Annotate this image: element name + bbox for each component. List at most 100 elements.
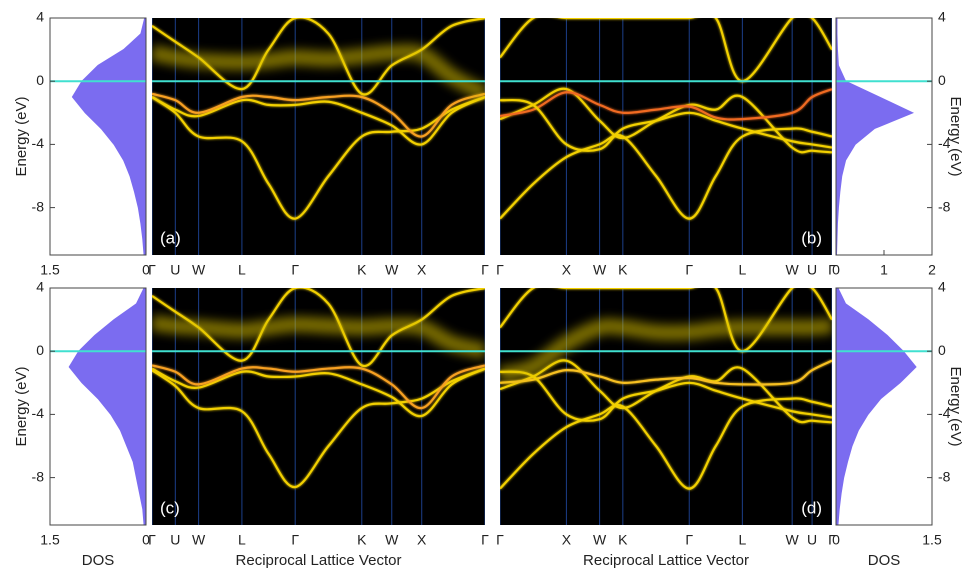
dos-area [836,288,917,525]
y-tick-label: 4 [36,279,44,295]
x-tick-label: X [417,262,427,278]
band-line [500,317,832,383]
x-tick-label: 0 [142,262,150,278]
y-tick-label: 0 [938,342,946,358]
plot-area [68,288,146,525]
plot-frame [835,287,933,526]
x-axis-title: Reciprocal Lattice Vector [236,552,402,569]
x-tick-label: W [593,532,607,548]
x-tick-label: U [170,262,180,278]
y-tick-label: 4 [36,9,44,25]
x-tick-label: L [238,262,246,278]
x-tick-label: Γ [291,262,299,278]
band-line [500,370,832,422]
band-line [500,359,832,424]
x-tick-label: U [170,532,180,548]
y-tick-label: -8 [32,468,45,484]
x-tick-label: Γ [481,262,489,278]
panel-label: (d) [801,498,822,517]
band-line [152,364,485,410]
x-tick-label: K [618,262,628,278]
x-tick-label: Γ [148,532,156,548]
y-tick-label: -8 [32,198,45,214]
plot-area [71,18,146,255]
x-tick-label: 0 [142,532,150,548]
band-line [152,43,485,101]
x-tick-label: W [385,262,399,278]
x-tick-label: U [807,262,817,278]
y-tick-label: -4 [32,405,45,421]
band-line [152,92,485,138]
x-tick-label: Γ [496,532,504,548]
x-tick-label: 1.5 [40,262,60,278]
x-tick-label: 1.5 [40,532,60,548]
x-tick-label: Γ [148,262,156,278]
x-tick-label: W [192,532,206,548]
x-tick-label: K [357,532,367,548]
x-tick-label: 2 [928,262,936,278]
panel: -8 -4 0 4 0 1.5 Energy (eV) DOS [832,279,964,569]
panel: Γ U W L Γ K W X Γ(a) [148,18,489,278]
band-line [500,87,832,154]
x-tick-label: 0 [832,532,840,548]
y-tick-label: 0 [36,72,44,88]
panel: Γ U W L Γ K W X Γ(c)Reciprocal Lattice Vector [148,288,489,569]
band-line [500,98,832,152]
y-tick-label: -4 [938,405,951,421]
x-tick-label: W [786,262,800,278]
plot-frame [49,17,147,256]
panel: -8 -4 0 4 1.5 0 Energy (eV) DOS [13,279,150,569]
panel-label: (a) [160,228,181,247]
band-line [500,359,832,386]
y-tick-label: 4 [938,279,946,295]
x-tick-label: 1 [880,262,888,278]
y-axis-title: Energy (eV) [13,366,30,446]
x-tick-label: W [593,262,607,278]
plot-area [500,288,832,525]
plot-area [152,18,485,255]
x-tick-label: Γ [685,532,693,548]
panel: -8 -4 0 4 1.5 0 Energy (eV) [13,9,150,278]
band-line [152,95,485,220]
x-axis-title: Reciprocal Lattice Vector [583,552,749,569]
y-axis-title: Energy (eV) [947,366,964,446]
x-tick-label: Γ [828,262,836,278]
x-tick-label: U [807,532,817,548]
x-tick-label: Γ [481,532,489,548]
x-tick-label: 0 [832,262,840,278]
plot-area [836,18,915,255]
band-line [152,367,485,418]
x-tick-label: 1.5 [922,532,942,548]
x-tick-label: Γ [496,262,504,278]
x-tick-label: X [562,262,572,278]
y-tick-label: -4 [32,135,45,151]
y-tick-label: -8 [938,198,951,214]
y-tick-label: -8 [938,468,951,484]
plot-area [500,18,832,255]
y-tick-label: 4 [938,9,946,25]
x-tick-label: L [238,532,246,548]
x-axis-title: DOS [868,552,901,569]
x-tick-label: X [417,532,427,548]
band-line [500,397,832,490]
dos-area [836,18,915,255]
dos-area [71,18,146,255]
x-tick-label: Γ [685,262,693,278]
band-line [152,95,485,146]
x-tick-label: W [385,532,399,548]
panel: -8 -4 0 4 0 1 2 Energy (eV) [832,9,964,278]
panel-label: (c) [160,498,180,517]
x-tick-label: Γ [828,532,836,548]
panel: Γ X W K Γ L W U Γ(d)Reciprocal Lattice Vector [496,288,836,569]
band-line [152,314,485,360]
x-tick-label: X [562,532,572,548]
plot-frame [49,287,147,526]
band-line [500,88,832,121]
y-tick-label: 0 [938,72,946,88]
x-tick-label: W [192,262,206,278]
x-tick-label: K [357,262,367,278]
x-tick-label: W [786,532,800,548]
y-tick-label: 0 [36,342,44,358]
